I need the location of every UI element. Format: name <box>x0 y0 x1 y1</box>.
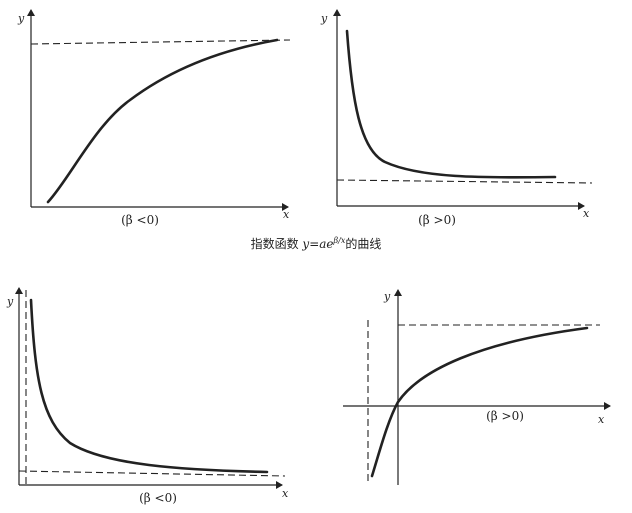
curve <box>345 29 557 179</box>
caption-suffix: 的曲线 <box>345 236 381 251</box>
asymptote-line <box>336 179 593 184</box>
y-axis-label: y <box>383 290 391 303</box>
x-axis-label: x <box>283 208 290 221</box>
curve <box>29 298 269 474</box>
caption-formula-a: ae <box>319 237 333 251</box>
x-axis-label: x <box>598 413 605 426</box>
condition-label: (β <0) <box>139 491 177 505</box>
panel-bottom-left: y x (β <0) <box>6 287 289 505</box>
caption-prefix: 指数函数 <box>251 236 303 251</box>
curve <box>46 38 279 204</box>
curve <box>370 326 589 478</box>
caption-formula-eq: = <box>309 237 319 251</box>
y-axis-label: y <box>17 12 25 25</box>
condition-label: (β <0) <box>121 213 159 227</box>
panel-top-left: y x (β <0) <box>17 9 291 227</box>
caption-formula-exponent: β/x <box>333 236 346 245</box>
asymptote-line <box>30 39 291 45</box>
caption-formula-y: y <box>301 237 309 251</box>
x-axis-label: x <box>282 487 289 500</box>
panel-top-right: y x (β >0) <box>320 9 593 227</box>
y-axis-label: y <box>6 295 14 308</box>
figure-caption: 指数函数 y=aeβ/x的曲线 <box>251 236 382 251</box>
x-axis-label: x <box>583 207 590 220</box>
y-axis-label: y <box>320 12 328 25</box>
condition-label: (β >0) <box>486 409 524 423</box>
horizontal-asymptote <box>18 470 286 477</box>
panel-bottom-right: y x (β >0) <box>343 289 611 485</box>
condition-label: (β >0) <box>418 213 456 227</box>
